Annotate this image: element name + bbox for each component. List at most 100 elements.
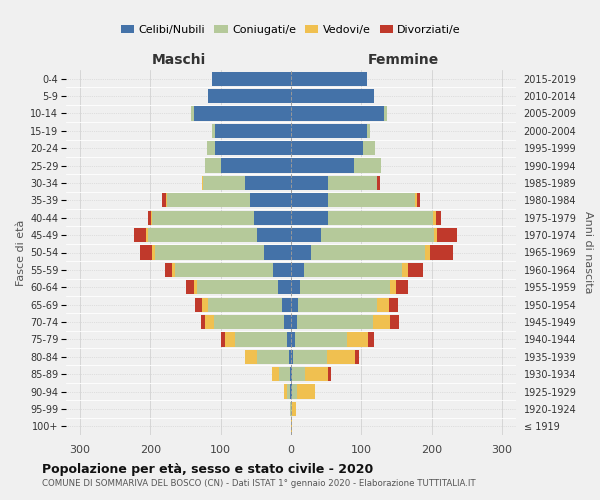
Bar (408, 263, 423, 277)
Bar (201, 315, 205, 329)
Bar (355, 350, 359, 364)
Bar (166, 193, 167, 208)
Bar (291, 350, 293, 364)
Bar (225, 332, 235, 346)
Bar (298, 384, 315, 398)
Bar (292, 384, 298, 398)
Bar (437, 228, 457, 242)
Bar (417, 193, 421, 208)
Bar (191, 106, 194, 120)
Bar (291, 72, 367, 86)
Text: COMUNE DI SOMMARIVA DEL BOSCO (CN) - Dati ISTAT 1° gennaio 2020 - Elaborazione T: COMUNE DI SOMMARIVA DEL BOSCO (CN) - Dat… (42, 479, 476, 488)
Bar (235, 332, 287, 346)
Bar (434, 228, 437, 242)
Bar (415, 193, 417, 208)
Bar (290, 384, 291, 398)
Bar (290, 367, 291, 382)
Bar (291, 280, 300, 294)
Bar (377, 176, 380, 190)
Bar (363, 141, 376, 156)
Bar (155, 246, 264, 260)
Bar (292, 367, 305, 382)
Bar (205, 158, 221, 172)
Bar (291, 89, 374, 103)
Bar (291, 176, 328, 190)
Bar (291, 263, 304, 277)
Bar (274, 263, 291, 277)
Y-axis label: Fasce di età: Fasce di età (16, 220, 26, 286)
Bar (245, 176, 291, 190)
Bar (140, 246, 152, 260)
Bar (208, 298, 282, 312)
Bar (373, 315, 390, 329)
Bar (257, 350, 289, 364)
Bar (291, 332, 295, 346)
Bar (278, 280, 291, 294)
Bar (148, 210, 151, 225)
Bar (291, 228, 320, 242)
Bar (212, 72, 291, 86)
Bar (389, 298, 398, 312)
Bar (221, 158, 291, 172)
Bar (291, 315, 296, 329)
Text: Maschi: Maschi (151, 52, 206, 66)
Bar (163, 193, 166, 208)
Bar (165, 263, 172, 277)
Bar (291, 246, 311, 260)
Bar (396, 280, 409, 294)
Bar (304, 263, 402, 277)
Bar (328, 176, 377, 190)
Bar (284, 315, 291, 329)
Bar (328, 367, 331, 382)
Bar (320, 228, 434, 242)
Bar (328, 193, 415, 208)
Bar (151, 210, 152, 225)
Bar (214, 315, 284, 329)
Bar (250, 193, 291, 208)
Bar (185, 280, 194, 294)
Bar (291, 158, 354, 172)
Bar (291, 402, 292, 416)
Bar (390, 315, 398, 329)
Bar (212, 124, 215, 138)
Bar (148, 228, 257, 242)
Bar (291, 210, 328, 225)
Bar (291, 419, 292, 434)
Legend: Celibi/Nubili, Coniugati/e, Vedovi/e, Divorziati/e: Celibi/Nubili, Coniugati/e, Vedovi/e, Di… (116, 21, 466, 40)
Bar (194, 106, 291, 120)
Bar (202, 298, 208, 312)
Bar (367, 124, 370, 138)
Bar (291, 298, 298, 312)
Bar (215, 141, 291, 156)
Bar (245, 350, 257, 364)
Bar (291, 384, 292, 398)
Bar (327, 350, 355, 364)
Bar (194, 280, 197, 294)
Bar (257, 228, 291, 242)
Bar (282, 298, 291, 312)
Bar (264, 246, 291, 260)
Bar (328, 210, 433, 225)
Bar (152, 246, 155, 260)
Bar (291, 141, 363, 156)
Bar (291, 367, 292, 382)
Bar (172, 263, 175, 277)
Bar (390, 280, 396, 294)
Bar (202, 176, 203, 190)
Bar (287, 332, 291, 346)
Bar (289, 350, 291, 364)
Bar (354, 158, 381, 172)
Bar (402, 263, 408, 277)
Bar (292, 402, 296, 416)
Bar (300, 280, 390, 294)
Bar (196, 298, 202, 312)
Y-axis label: Anni di nascita: Anni di nascita (583, 211, 593, 294)
Bar (305, 367, 328, 382)
Bar (291, 124, 367, 138)
Bar (296, 315, 373, 329)
Bar (347, 332, 368, 346)
Bar (295, 332, 347, 346)
Bar (221, 332, 225, 346)
Bar (152, 210, 254, 225)
Bar (205, 315, 214, 329)
